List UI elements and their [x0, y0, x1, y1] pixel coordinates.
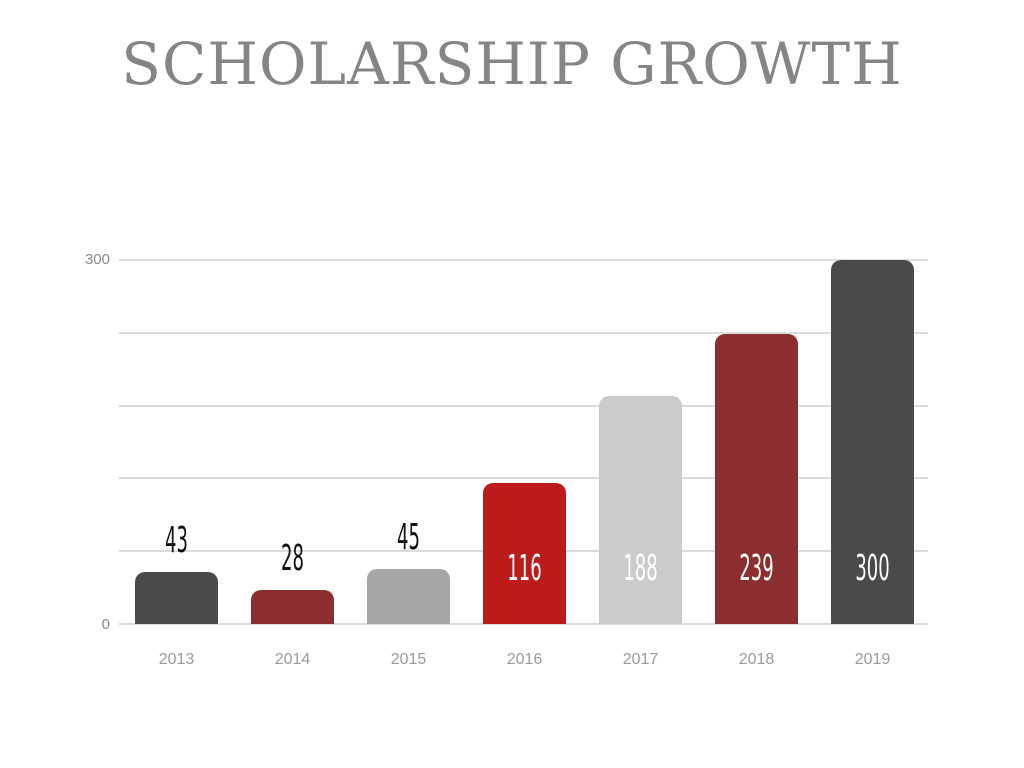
- bar-2016: [483, 483, 566, 624]
- data-label: 239: [739, 548, 774, 589]
- data-label: 28: [281, 538, 304, 579]
- y-tick-label: 300: [84, 251, 110, 268]
- y-tick-label: 0: [101, 616, 110, 633]
- bar-2015: [367, 569, 450, 624]
- x-tick-label: 2014: [274, 651, 311, 668]
- x-tick-label: 2013: [158, 651, 195, 668]
- bar-2019: [831, 260, 914, 624]
- x-tick-label: 2015: [390, 651, 427, 668]
- chart-title: SCHOLARSHIP GROWTH: [121, 30, 903, 98]
- data-label: 43: [165, 520, 188, 561]
- bar-2013: [135, 572, 218, 624]
- gridline: [119, 259, 928, 261]
- data-label: 300: [855, 548, 890, 589]
- x-tick-label: 2019: [854, 651, 891, 668]
- x-tick-label: 2016: [506, 651, 543, 668]
- data-label: 45: [397, 517, 420, 558]
- gridline: [119, 332, 928, 334]
- data-label: 116: [507, 548, 542, 589]
- gridline: [119, 405, 928, 407]
- bar-2014: [251, 590, 334, 624]
- x-tick-label: 2018: [738, 651, 775, 668]
- data-label: 188: [623, 548, 658, 589]
- bar-2018: [715, 334, 798, 624]
- bar-2017: [599, 396, 682, 624]
- x-tick-label: 2017: [622, 651, 659, 668]
- gridline: [119, 477, 928, 479]
- baseline: [119, 623, 928, 625]
